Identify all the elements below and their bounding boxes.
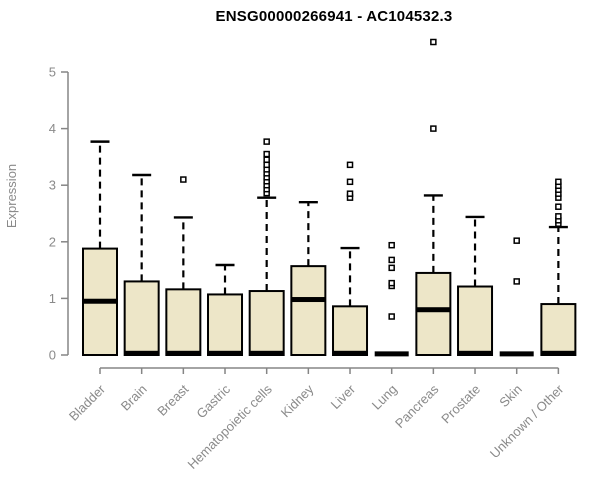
median-hematopoietic-cells bbox=[249, 350, 284, 356]
x-tick-label-gastric: Gastric bbox=[193, 381, 233, 421]
outlier-hematopoietic-cells-10 bbox=[263, 138, 270, 145]
outlier-skin-0 bbox=[513, 278, 520, 285]
y-axis: 0 1 2 3 4 5 bbox=[49, 65, 69, 363]
box-breast bbox=[165, 288, 202, 356]
box-prostate bbox=[457, 285, 494, 357]
outlier-lung-5 bbox=[388, 241, 395, 249]
x-tick-label-pancreas: Pancreas bbox=[392, 381, 442, 431]
y-tick-label-2: 2 bbox=[49, 234, 56, 249]
box-layer bbox=[82, 38, 577, 357]
x-tick-label-breast: Breast bbox=[154, 381, 191, 418]
outlier-liver-2 bbox=[346, 178, 354, 186]
box-liver bbox=[332, 305, 369, 357]
boxplot-group-skin bbox=[499, 237, 534, 357]
y-tick-label-3: 3 bbox=[49, 178, 56, 193]
outlier-hematopoietic-cells-7 bbox=[263, 161, 270, 169]
median-liver bbox=[333, 350, 368, 356]
median-pancreas bbox=[416, 307, 451, 313]
y-tick-label-0: 0 bbox=[49, 348, 56, 363]
boxplot-group-unknown-other bbox=[540, 178, 577, 356]
outlier-liver-1 bbox=[346, 190, 354, 197]
box-brain bbox=[123, 280, 160, 357]
outlier-liver-3 bbox=[346, 161, 354, 169]
boxplot-group-prostate bbox=[457, 215, 494, 357]
outlier-lung-4 bbox=[388, 256, 395, 264]
median-bladder bbox=[83, 298, 117, 304]
x-tick-label-bladder: Bladder bbox=[66, 381, 109, 424]
box-unknown-other bbox=[540, 303, 577, 356]
box-kidney bbox=[290, 265, 327, 356]
box-pancreas bbox=[415, 271, 452, 356]
outlier-hematopoietic-cells-8 bbox=[263, 156, 270, 163]
x-tick-label-unknown-other: Unknown / Other bbox=[487, 381, 567, 461]
box-hematopoietic-cells bbox=[248, 290, 285, 356]
boxplot-group-breast bbox=[165, 176, 202, 356]
x-tick-label-skin: Skin bbox=[496, 382, 524, 410]
x-tick-label-brain: Brain bbox=[118, 382, 150, 414]
median-unknown-other bbox=[541, 350, 576, 356]
median-lung bbox=[374, 351, 409, 357]
outlier-unknown-other-2 bbox=[555, 213, 562, 220]
outlier-pancreas-0 bbox=[430, 125, 437, 132]
median-brain bbox=[124, 350, 159, 356]
boxplot-group-kidney bbox=[290, 200, 327, 356]
boxplot-group-pancreas bbox=[415, 38, 452, 356]
median-breast bbox=[166, 350, 201, 356]
x-tick-label-lung: Lung bbox=[369, 382, 400, 413]
outlier-lung-2 bbox=[388, 279, 395, 287]
boxplot-group-gastric bbox=[207, 263, 244, 356]
median-prostate bbox=[458, 350, 493, 356]
outlier-hematopoietic-cells-9 bbox=[263, 150, 270, 158]
outlier-unknown-other-8 bbox=[555, 178, 562, 186]
outlier-lung-0 bbox=[388, 313, 395, 320]
outlier-skin-1 bbox=[513, 237, 520, 244]
boxplot-group-brain bbox=[123, 173, 160, 357]
x-tick-label-liver: Liver bbox=[328, 381, 359, 412]
median-kidney bbox=[291, 297, 326, 303]
chart-title: ENSG00000266941 - AC104532.3 bbox=[215, 8, 453, 25]
outlier-breast-0 bbox=[180, 176, 187, 183]
y-tick-label-1: 1 bbox=[49, 291, 56, 306]
x-tick-label-prostate: Prostate bbox=[438, 382, 483, 427]
boxplot-group-hematopoietic-cells bbox=[248, 138, 285, 356]
x-tick-label-kidney: Kidney bbox=[278, 381, 317, 420]
outlier-lung-3 bbox=[388, 264, 395, 272]
boxplot-group-lung bbox=[374, 241, 409, 357]
boxplot-group-liver bbox=[332, 161, 369, 357]
box-gastric bbox=[207, 293, 244, 356]
outlier-pancreas-1 bbox=[430, 38, 437, 46]
outlier-unknown-other-3 bbox=[555, 203, 562, 210]
boxplot-group-bladder bbox=[82, 140, 118, 356]
y-tick-label-5: 5 bbox=[49, 65, 56, 80]
median-gastric bbox=[208, 350, 243, 356]
median-skin bbox=[499, 351, 534, 357]
y-tick-label-4: 4 bbox=[49, 121, 56, 136]
y-axis-title: Expression bbox=[4, 164, 19, 228]
